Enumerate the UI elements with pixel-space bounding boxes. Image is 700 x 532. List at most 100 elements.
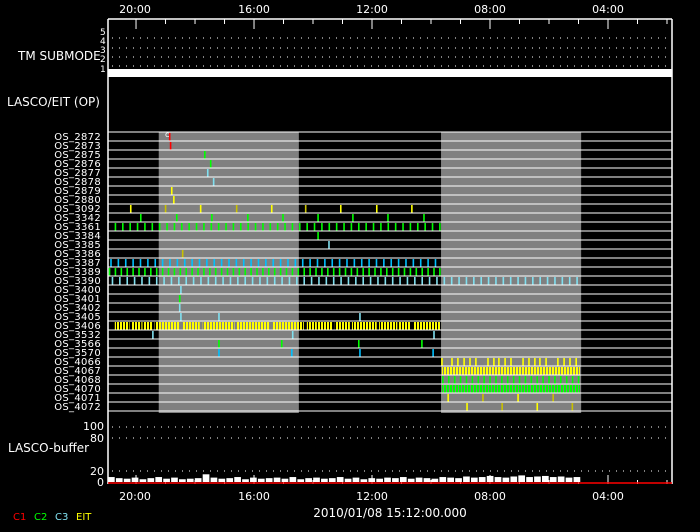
event-block-c2 xyxy=(441,385,580,393)
event-mark-c2 xyxy=(471,376,474,384)
event-mark-eit_dim xyxy=(235,205,238,213)
event-mark-c3b xyxy=(161,259,164,267)
event-mark-c2 xyxy=(309,268,311,276)
buffer-fill-bar xyxy=(218,478,226,482)
event-mark-c3 xyxy=(340,277,342,285)
event-mark-c3 xyxy=(251,277,254,285)
event-mark-c2 xyxy=(380,223,382,231)
bottom-axis-label: 20:00 xyxy=(119,490,151,503)
event-mark-c2 xyxy=(126,268,129,276)
event-mark-c3 xyxy=(362,277,365,285)
event-block-eit xyxy=(441,367,580,375)
row-label: OS_3406 xyxy=(54,321,101,332)
buffer-fill-bar xyxy=(234,477,241,482)
buffer-fill-bar xyxy=(431,478,439,482)
event-mark-c2 xyxy=(232,268,235,276)
event-mark-c2 xyxy=(254,223,257,231)
event-mark-c2 xyxy=(144,223,146,231)
event-mark-c3 xyxy=(310,277,313,285)
event-mark-c2 xyxy=(501,376,503,384)
event-mark-c2 xyxy=(138,268,140,276)
event-mark-c2 xyxy=(362,268,365,276)
event-mark-c2 xyxy=(247,214,249,222)
event-mark-c2 xyxy=(161,268,164,276)
event-mark-c2 xyxy=(226,268,229,276)
event-mark-c2 xyxy=(372,223,375,231)
event-block-eit xyxy=(317,322,333,330)
event-mark-eit xyxy=(528,358,530,366)
row-label: OS_2877 xyxy=(54,168,101,179)
event-mark-c3b xyxy=(198,259,201,267)
event-mark-c2 xyxy=(338,268,341,276)
event-mark-c3b xyxy=(419,259,422,267)
event-mark-c3 xyxy=(180,313,182,321)
event-mark-c3 xyxy=(185,277,188,285)
event-mark-c2 xyxy=(313,223,316,231)
event-mark-eit_dim xyxy=(571,403,574,411)
row-label: OS_3387 xyxy=(54,258,101,269)
row-label: OS_4067 xyxy=(54,366,101,377)
buffer-fill-bar xyxy=(407,478,415,482)
event-mark-c2 xyxy=(477,376,480,384)
event-mark-c2 xyxy=(317,214,319,222)
event-mark-c2 xyxy=(424,223,426,231)
event-mark-c3 xyxy=(347,277,350,285)
event-mark-c3b xyxy=(147,259,149,267)
event-block-eit xyxy=(154,322,180,330)
event-mark-c2 xyxy=(565,376,568,384)
event-mark-eit xyxy=(563,358,565,366)
event-mark-c2 xyxy=(391,268,394,276)
event-mark-c3b xyxy=(383,259,385,267)
buffer-fill-bar xyxy=(565,477,573,482)
section-label-lasco-eit: LASCO/EIT (OP) xyxy=(7,95,100,109)
bottom-axis-label: 04:00 xyxy=(592,490,624,503)
event-mark-c3 xyxy=(180,286,182,294)
event-mark-c2 xyxy=(239,223,242,231)
event-mark-c2 xyxy=(132,268,134,276)
event-mark-c2 xyxy=(238,268,241,276)
date-label: 2010/01/08 15:12:00.000 xyxy=(313,506,467,520)
event-mark-c3 xyxy=(178,277,180,285)
event-mark-c3 xyxy=(212,178,215,186)
buffer-fill-bar xyxy=(273,477,281,482)
bottom-axis-label: 16:00 xyxy=(238,490,270,503)
event-mark-c2 xyxy=(129,223,131,231)
row-label: OS_2873 xyxy=(54,141,101,152)
top-axis-label: 20:00 xyxy=(119,3,151,16)
event-mark-c3 xyxy=(200,277,202,285)
event-mark-c2 xyxy=(427,268,429,276)
legend-c1: C1 xyxy=(13,512,27,523)
row-label: OS_3405 xyxy=(54,312,101,323)
buffer-fill-bar xyxy=(210,477,218,482)
event-mark-c3 xyxy=(148,277,151,285)
row-label: OS_4066 xyxy=(54,357,101,368)
row-label: OS_3401 xyxy=(54,294,101,305)
row-label: OS_3386 xyxy=(54,249,101,260)
row-label: OS_3361 xyxy=(54,222,101,233)
event-mark-c2 xyxy=(244,268,247,276)
event-mark-c2 xyxy=(262,268,264,276)
event-mark-c3b xyxy=(124,259,127,267)
event-mark-c3 xyxy=(377,277,379,285)
event-mark-c2 xyxy=(415,268,418,276)
event-mark-c2 xyxy=(114,268,117,276)
event-mark-c2 xyxy=(433,268,435,276)
tm-submode-level-bar xyxy=(108,69,672,77)
event-mark-c2 xyxy=(120,268,123,276)
event-mark-c2 xyxy=(195,223,198,231)
buffer-fill-bar xyxy=(305,478,312,482)
buffer-fill-bar xyxy=(289,477,297,482)
row-label: OS_3566 xyxy=(54,339,101,350)
buffer-fill-bar xyxy=(313,477,320,482)
event-mark-eit xyxy=(517,394,519,402)
event-mark-c3 xyxy=(443,277,446,285)
event-mark-c3 xyxy=(428,277,431,285)
event-mark-eit xyxy=(441,358,443,366)
event-mark-eit xyxy=(498,358,500,366)
event-mark-c3 xyxy=(554,277,556,285)
event-mark-c2 xyxy=(197,268,199,276)
buffer-fill-bar xyxy=(321,478,328,482)
buffer-fill-bar xyxy=(510,476,518,482)
